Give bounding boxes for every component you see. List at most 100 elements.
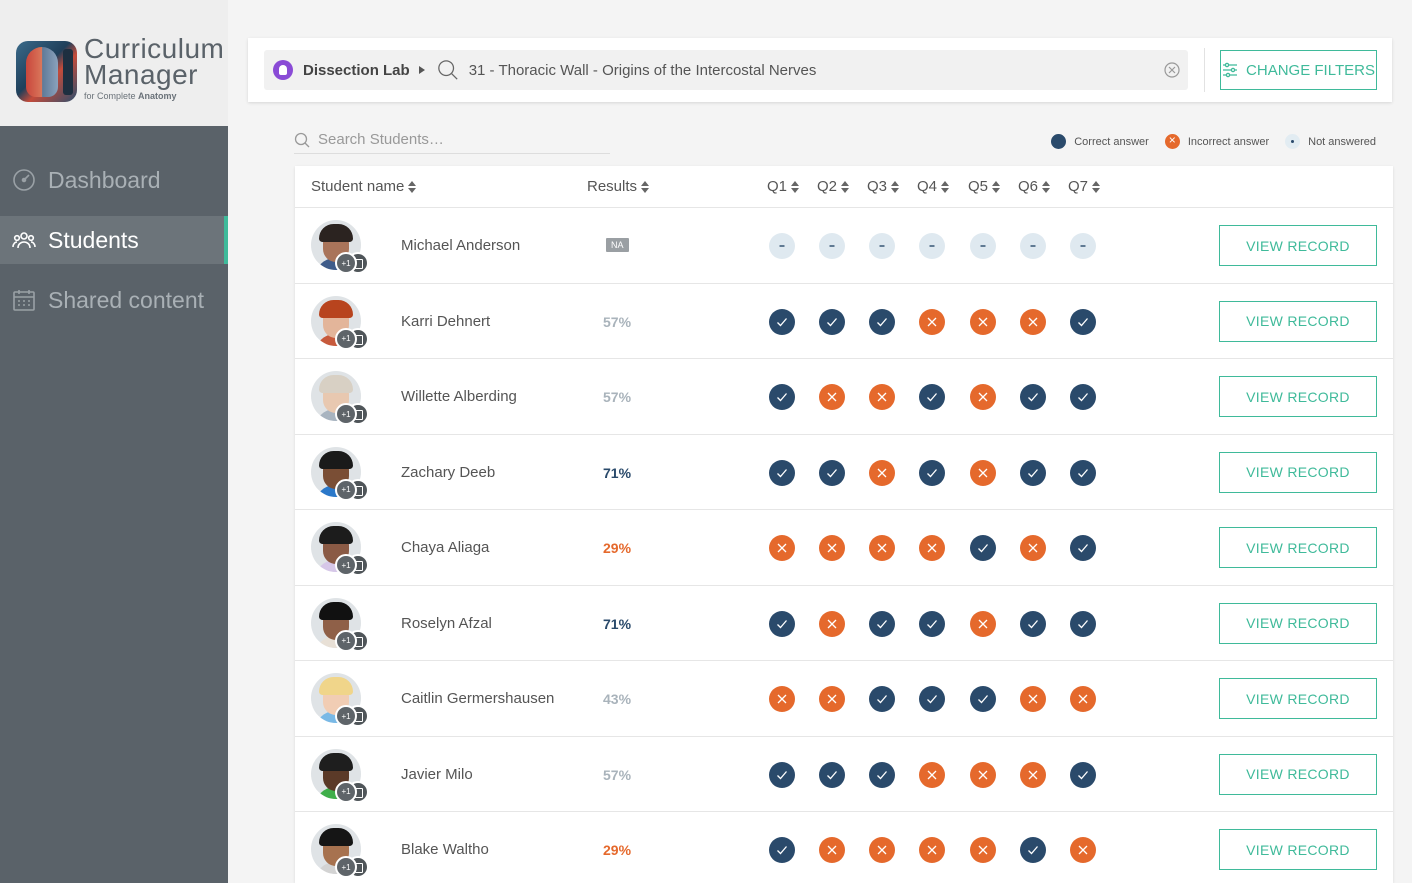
header-q4[interactable]: Q4 [917, 178, 950, 195]
check-icon [1020, 837, 1046, 863]
sort-icon [941, 180, 950, 193]
check-icon [1070, 535, 1096, 561]
check-icon [869, 308, 895, 335]
check-icon [769, 610, 795, 637]
view-record-button[interactable]: VIEW RECORD [1219, 678, 1377, 719]
sort-icon [841, 180, 850, 193]
student-name: Blake Waltho [401, 841, 489, 858]
count-badge: +1 [335, 629, 357, 652]
table-row: +1 Blake Waltho 29% VIEW RECORD [295, 812, 1393, 883]
count-badge: +1 [335, 478, 357, 501]
table-row: +1 Michael Anderson NA VIEW RECORD [295, 208, 1393, 284]
view-record-button[interactable]: VIEW RECORD [1219, 527, 1377, 568]
cross-icon [1070, 686, 1096, 712]
change-filters-button[interactable]: CHANGE FILTERS [1220, 50, 1377, 90]
divider [1204, 48, 1205, 92]
student-name: Caitlin Germershausen [401, 690, 555, 707]
result-value: 29% [603, 842, 632, 858]
cross-icon [970, 308, 996, 335]
table-row: +1 Chaya Aliaga 29% VIEW RECORD [295, 510, 1393, 586]
count-badge: +1 [335, 705, 357, 727]
view-record-button[interactable]: VIEW RECORD [1219, 300, 1377, 342]
check-icon [919, 459, 945, 486]
sliders-icon [1223, 62, 1238, 78]
legend-correct: Correct answer [1051, 134, 1149, 149]
change-filters-label: CHANGE FILTERS [1246, 61, 1375, 79]
view-record-button[interactable]: VIEW RECORD [1219, 602, 1377, 644]
cross-icon [1020, 686, 1046, 712]
dash-icon [919, 233, 945, 259]
count-badge: +1 [335, 856, 357, 878]
filter-bar: Dissection Lab 31 - Thoracic Wall - Orig… [248, 38, 1392, 102]
nav-shared-content[interactable]: Shared content [0, 276, 228, 324]
count-badge: +1 [335, 252, 357, 274]
header-student-name[interactable]: Student name [311, 178, 417, 195]
check-icon [1070, 459, 1096, 486]
correct-dot-icon [1051, 134, 1067, 149]
cross-icon [819, 610, 845, 637]
header-q1[interactable]: Q1 [767, 178, 800, 195]
cross-icon [869, 384, 895, 410]
view-record-button[interactable]: VIEW RECORD [1219, 753, 1377, 795]
sort-icon [641, 180, 650, 193]
nav-students-label: Students [48, 226, 139, 253]
header-q5[interactable]: Q5 [968, 178, 1001, 195]
check-icon [769, 837, 795, 863]
sort-icon [408, 180, 417, 193]
cross-icon [769, 686, 795, 712]
header-q2[interactable]: Q2 [817, 178, 850, 195]
people-icon [12, 232, 36, 249]
header-q6[interactable]: Q6 [1018, 178, 1051, 195]
clear-icon[interactable] [1164, 62, 1180, 78]
student-name: Willette Alberding [401, 388, 517, 405]
table-row: +1 Willette Alberding 57% VIEW RECORD [295, 359, 1393, 435]
cross-icon [869, 459, 895, 486]
student-name: Michael Anderson [401, 237, 521, 254]
check-icon [819, 761, 845, 788]
table-row: +1 Roselyn Afzal 71% VIEW RECORD [295, 586, 1393, 661]
view-record-button[interactable]: VIEW RECORD [1219, 829, 1377, 870]
check-icon [919, 384, 945, 410]
nav-dashboard[interactable]: Dashboard [0, 156, 228, 204]
cross-icon [970, 384, 996, 410]
header-results[interactable]: Results [587, 178, 650, 195]
nav-dashboard-label: Dashboard [48, 166, 161, 193]
check-icon [769, 308, 795, 335]
result-value: NA [606, 238, 629, 252]
cross-icon [970, 761, 996, 788]
filter-breadcrumb[interactable]: Dissection Lab 31 - Thoracic Wall - Orig… [264, 50, 1188, 90]
check-icon [819, 308, 845, 335]
result-value: 57% [603, 313, 632, 330]
cross-icon [819, 384, 845, 410]
dash-icon [970, 233, 996, 259]
cross-icon [1020, 761, 1046, 788]
check-icon [970, 535, 996, 561]
header-q3[interactable]: Q3 [867, 178, 900, 195]
nav-students[interactable]: Students [0, 216, 228, 264]
sidebar: Curriculum Manager for Complete Anatomy … [0, 0, 228, 883]
calendar-icon [13, 290, 35, 311]
check-icon [1070, 308, 1096, 335]
cross-icon [769, 535, 795, 561]
cross-icon [970, 459, 996, 486]
check-icon [970, 686, 996, 712]
cross-icon [1020, 308, 1046, 335]
nav-shared-label: Shared content [48, 286, 205, 313]
dash-icon [1020, 233, 1046, 259]
result-value: 29% [603, 540, 632, 556]
view-record-button[interactable]: VIEW RECORD [1219, 376, 1377, 417]
student-name: Zachary Deeb [401, 463, 496, 481]
check-icon [769, 459, 795, 486]
students-table: Student name Results Q1 Q2 Q3 Q4 Q5 Q6 Q7 +1 Mi… [295, 166, 1393, 883]
cross-icon [970, 610, 996, 637]
view-record-button[interactable]: VIEW RECORD [1219, 225, 1377, 266]
dash-icon [869, 233, 895, 259]
cross-icon [869, 837, 895, 863]
check-icon [1020, 610, 1046, 637]
view-record-button[interactable]: VIEW RECORD [1219, 451, 1377, 493]
incorrect-dot-icon [1164, 133, 1180, 149]
table-row: +1 Karri Dehnert 57% VIEW RECORD [295, 284, 1393, 359]
header-q7[interactable]: Q7 [1068, 178, 1101, 195]
sort-icon [1092, 180, 1101, 193]
search-students-input[interactable] [318, 131, 598, 148]
